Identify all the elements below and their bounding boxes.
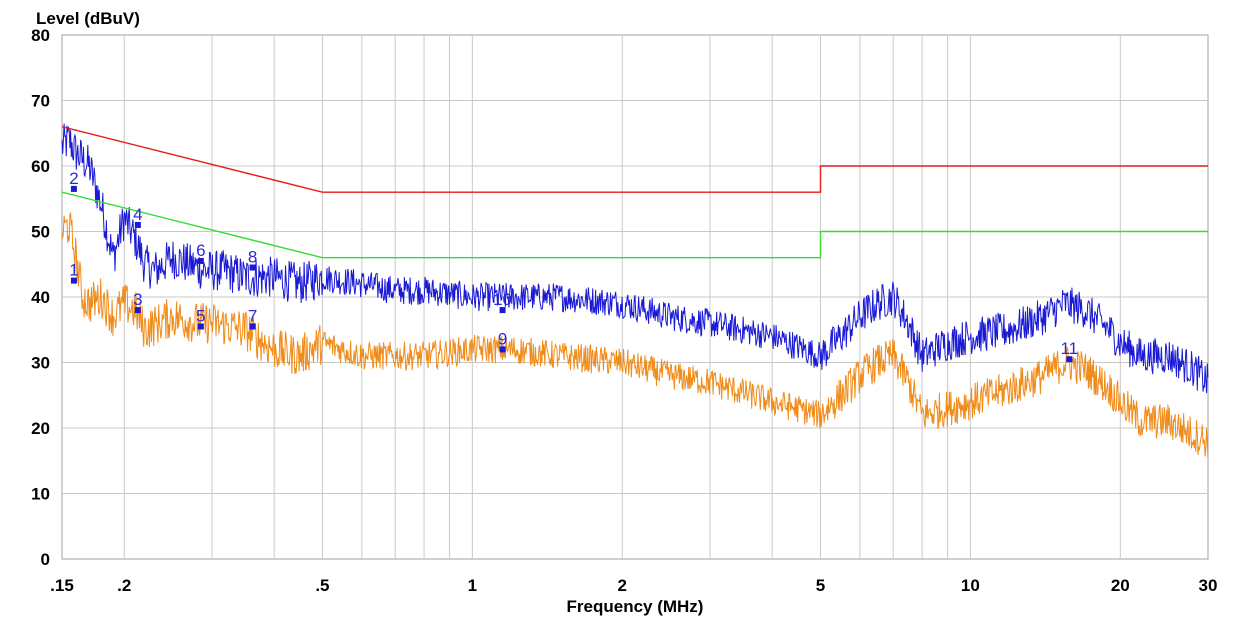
marker-point [249,264,256,271]
series-line-4 [61,191,1208,259]
marker-label: 9 [498,329,507,348]
y-tick-label: 0 [41,550,50,569]
y-tick-label: 30 [31,354,50,373]
x-tick-label: .15 [50,576,74,595]
marker-point [1066,356,1073,363]
marker-label: 1 [69,261,78,280]
peak-markers: 1 2 3 4 5 6 7 8 9 10 11 [69,169,1078,363]
x-tick-label: 1 [468,576,477,595]
x-tick-label: .2 [117,576,131,595]
series-lines [61,123,1209,459]
marker-label: 7 [248,306,257,325]
marker-point [134,221,141,228]
marker-point [499,346,506,353]
marker-point [249,323,256,330]
series-line-2 [61,212,1209,459]
y-tick-label: 80 [31,26,50,45]
x-tick-label: 10 [961,576,980,595]
marker-label: 8 [248,248,257,267]
marker-label: 3 [133,290,142,309]
series-line-1 [61,123,1209,394]
marker-label: 4 [133,205,142,224]
marker-point [499,307,506,314]
y-tick-label: 20 [31,419,50,438]
y-tick-label: 10 [31,485,50,504]
marker-point [197,323,204,330]
y-axis-label: Level (dBuV) [36,9,140,28]
marker-point [70,185,77,192]
x-tick-label: .5 [315,576,329,595]
marker-label: 6 [196,241,205,260]
tick-labels: 0 10 20 30 40 50 60 70 80 .15 .2 .5 1 2 5 10 20 30 [31,26,1217,595]
y-tick-label: 50 [31,223,50,242]
marker-label: 10 [493,290,512,309]
marker-label: 2 [69,169,78,188]
x-tick-label: 2 [618,576,627,595]
marker-point [70,277,77,284]
y-tick-label: 70 [31,92,50,111]
marker-point [134,307,141,314]
series-line-3 [61,126,1208,193]
marker-label: 11 [1060,339,1078,358]
x-tick-label: 20 [1111,576,1130,595]
y-tick-label: 60 [31,157,50,176]
marker-point [197,257,204,264]
y-tick-label: 40 [31,288,50,307]
x-tick-label: 30 [1199,576,1218,595]
x-axis-label: Frequency (MHz) [567,597,704,616]
marker-label: 5 [196,306,205,325]
x-tick-label: 5 [816,576,825,595]
